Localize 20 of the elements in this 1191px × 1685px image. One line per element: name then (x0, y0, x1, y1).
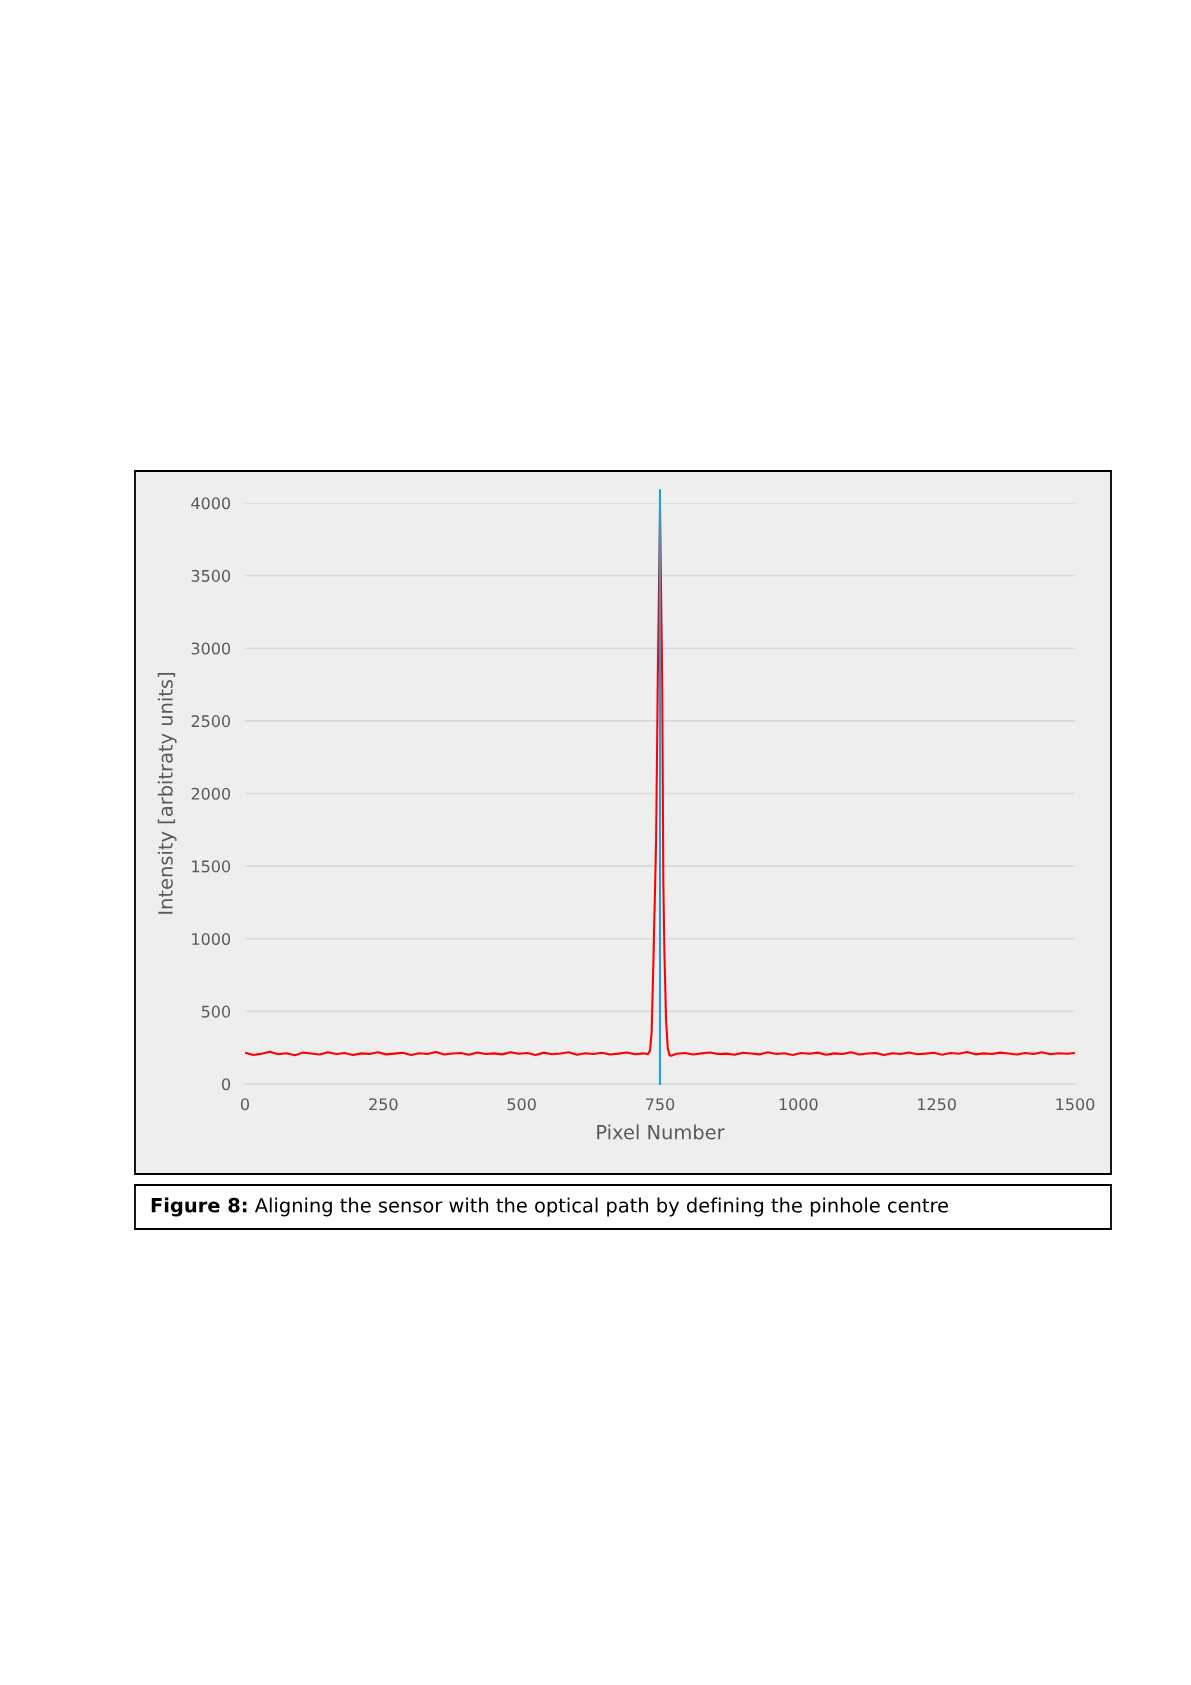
x-tick-label: 500 (507, 1098, 536, 1111)
x-tick-label: 1250 (918, 1098, 956, 1111)
text: Aligning the sensor with the optical path by defining the pinhole centre (254, 1197, 949, 1217)
y-tick-label: 0 (222, 1078, 231, 1091)
x-tick-label: 250 (369, 1098, 398, 1111)
x-axis-title: Pixel Number (597, 1124, 725, 1140)
x-tick-label: 0 (240, 1098, 250, 1111)
y-axis-title: Intensity [arbitraty units] (157, 673, 177, 914)
y-tick-label: 2500 (191, 715, 231, 728)
y-tick-label: 1000 (192, 932, 231, 946)
y-tick-label: 2000 (191, 787, 231, 800)
y-tick-label: 4000 (191, 497, 231, 510)
x-tick-label: 750 (646, 1098, 675, 1111)
y-tick-label: 1500 (192, 860, 231, 873)
y-tick-label: 500 (201, 1005, 231, 1018)
caption: Figure 8: (151, 1197, 247, 1217)
y-tick-label: 3500 (191, 569, 231, 582)
x-tick-label: 1000 (779, 1098, 818, 1111)
y-tick-label: 3000 (191, 642, 231, 655)
x-tick-label: 1500 (1056, 1098, 1095, 1111)
